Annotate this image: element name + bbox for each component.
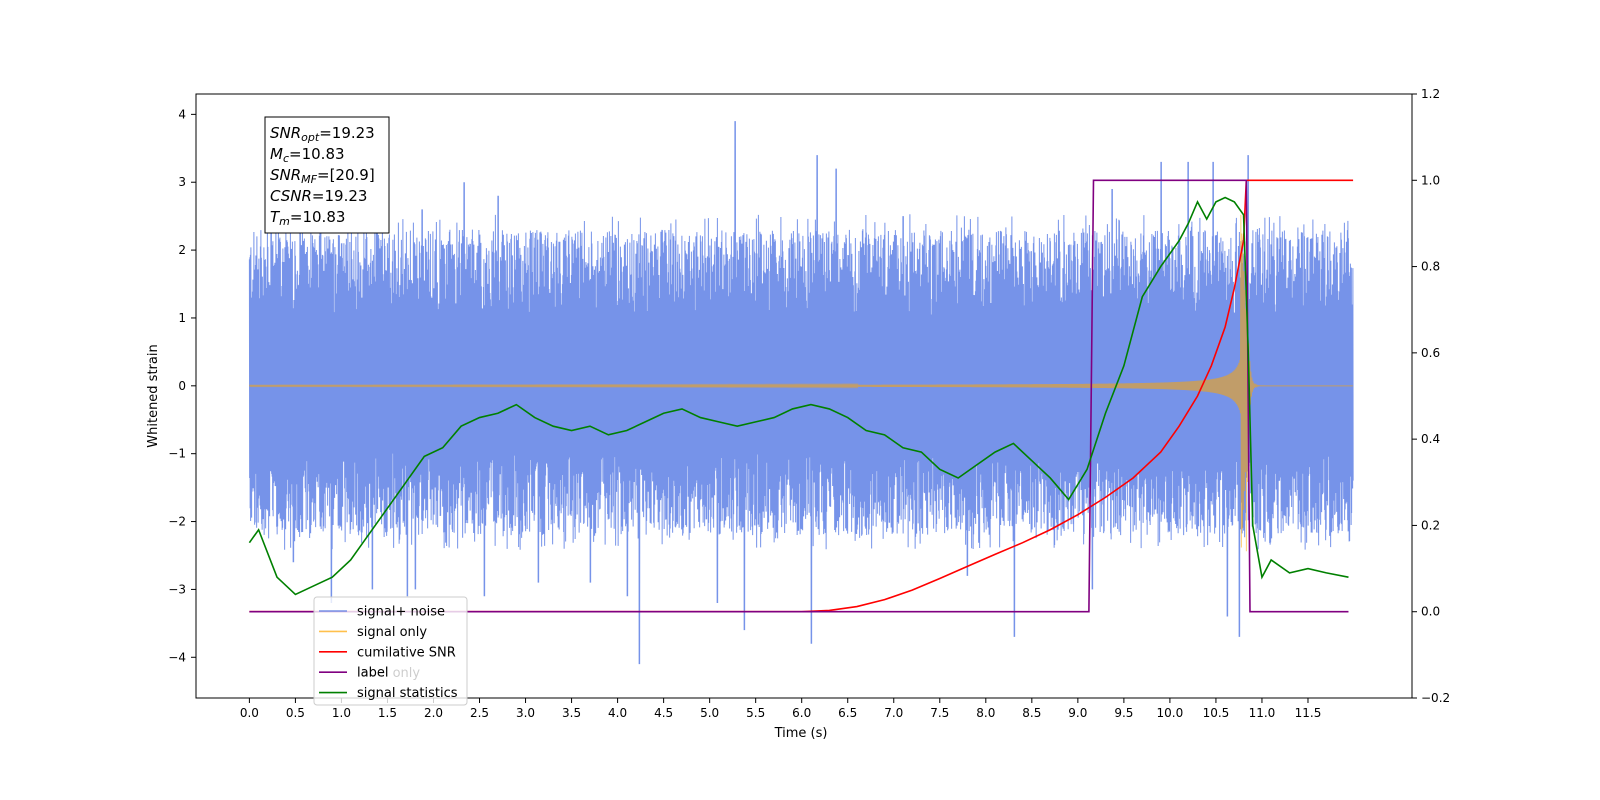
y-tick-label: 1	[178, 311, 186, 325]
legend-label: cumilative SNR	[357, 645, 456, 660]
x-tick-label: 10.5	[1203, 706, 1230, 720]
series-line-cumilative-snr	[249, 179, 1354, 613]
annotation-line: SNRMF=[20.9]	[270, 166, 375, 186]
x-tick-label: 4.5	[654, 706, 673, 720]
x-tick-label: 11.0	[1249, 706, 1276, 720]
y-tick-label: −2	[168, 515, 186, 529]
x-tick-label: 1.0	[332, 706, 351, 720]
series-line-signal-statistics	[248, 196, 1349, 596]
legend-frame	[313, 596, 468, 706]
y2-tick-label: 0.4	[1421, 432, 1440, 446]
x-tick-label: 4.0	[608, 706, 627, 720]
legend: label onlysignal statisticssignal+ noise…	[313, 596, 468, 706]
y-tick-label: −3	[168, 582, 186, 596]
x-tick-label: 9.5	[1114, 706, 1133, 720]
x-tick-label: 5.0	[700, 706, 719, 720]
series-line-signal-only	[248, 214, 1353, 552]
x-tick-label: 2.0	[424, 706, 443, 720]
y-tick-label: 2	[178, 243, 186, 257]
y2-tick-label: 0.0	[1421, 605, 1440, 619]
y2-tick-label: 0.8	[1421, 260, 1440, 274]
legend-label: label	[357, 666, 388, 681]
plot-frame	[195, 93, 1413, 699]
x-tick-label: 2.5	[470, 706, 489, 720]
y2-tick-label: −0.2	[1421, 691, 1450, 705]
x-tick-label: 5.5	[746, 706, 765, 720]
y-tick-label: −1	[168, 447, 186, 461]
y-tick-label: 3	[178, 175, 186, 189]
y-axis-right: 1.2 1.0 0.8 0.6 0.4 0.2 0.0 −0.2	[1412, 87, 1450, 705]
legend-label: signal+ noise	[357, 605, 445, 620]
x-tick-label: 7.5	[930, 706, 949, 720]
y-axis-left: 4 3 2 1 0 −1 −2 −3 −4	[168, 107, 196, 664]
x-tick-label: 1.5	[378, 706, 397, 720]
y2-tick-label: 0.6	[1421, 346, 1440, 360]
annotation-line: Mc=10.83	[270, 145, 345, 165]
x-tick-label: 6.5	[838, 706, 857, 720]
y-axis-label: Whitened strain	[146, 344, 161, 447]
legend-label: signal statistics	[357, 686, 458, 701]
annotation-line: SNRopt=19.23	[270, 124, 375, 144]
x-tick-label: 11.5	[1295, 706, 1322, 720]
annotation-line: Tm=10.83	[270, 208, 345, 228]
x-tick-label: 8.5	[1022, 706, 1041, 720]
x-tick-label: 8.0	[976, 706, 995, 720]
x-tick-label: 3.0	[516, 706, 535, 720]
y2-tick-label: 0.2	[1421, 518, 1440, 532]
y-tick-label: −4	[168, 650, 186, 664]
annotation-box: SNRopt=19.23Mc=10.83SNRMF=[20.9]CSNR=19.…	[264, 116, 390, 234]
x-tick-label: 3.5	[562, 706, 581, 720]
x-tick-label: 10.0	[1157, 706, 1184, 720]
series-layer	[248, 121, 1354, 665]
legend-label: signal only	[357, 625, 427, 640]
y-tick-label: 0	[178, 379, 186, 393]
x-tick-label: 0.0	[240, 706, 259, 720]
x-tick-label: 9.0	[1068, 706, 1087, 720]
y2-tick-label: 1.0	[1421, 173, 1440, 187]
series-line-signal-noise	[248, 121, 1354, 665]
x-tick-label: 0.5	[286, 706, 305, 720]
y-tick-label: 4	[178, 107, 186, 121]
annotation-line: CSNR=19.23	[270, 187, 367, 205]
x-tick-label: 7.0	[884, 706, 903, 720]
x-axis: 0.0 0.5 1.0 1.5 2.0 2.5 3.0 3.5 4.0 4.5 5.0 5.5 6.0 6…	[240, 698, 1321, 720]
series-line-label	[249, 179, 1349, 613]
annotation-frame	[264, 116, 390, 234]
x-axis-label: Time (s)	[774, 726, 828, 741]
y2-tick-label: 1.2	[1421, 87, 1440, 101]
x-tick-label: 6.0	[792, 706, 811, 720]
